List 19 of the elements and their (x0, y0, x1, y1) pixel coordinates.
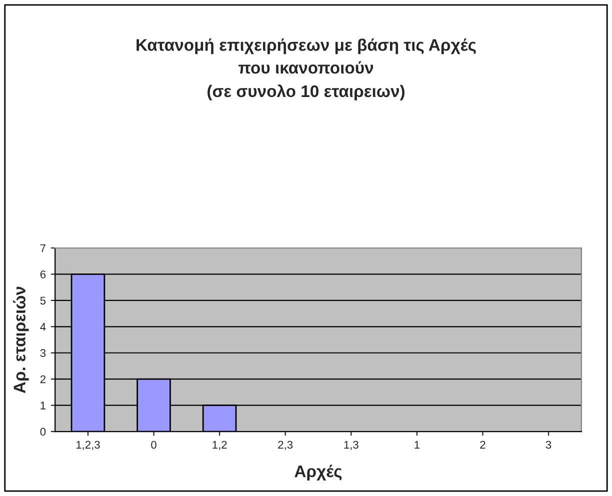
x-axis-title: Αρχές (294, 464, 342, 481)
y-tick-label: 5 (40, 296, 46, 305)
x-tick-label: 0 (151, 440, 156, 449)
x-tick-label: 1,2,3 (76, 440, 100, 450)
x-tick-label: 3 (546, 440, 552, 449)
y-tick-label: 0 (40, 428, 46, 436)
chart-title: Κατανομή επιχειρήσεων με βάση τις Αρχές που ικανοποιούν (σε συνολο 10 εταιρειων) (136, 38, 476, 100)
x-tick-label: 1,2 (212, 440, 227, 450)
x-tick-label: 1 (414, 440, 420, 449)
y-tick-label: 4 (40, 323, 46, 331)
x-tick-label: 1,3 (344, 440, 358, 450)
y-tick-label: 1 (40, 402, 46, 410)
y-tick-label: 7 (40, 244, 46, 252)
x-tick-label: 2,3 (278, 440, 293, 450)
y-tick-label: 3 (40, 349, 46, 358)
y-axis-title: Αρ. εταιρειών (13, 286, 29, 394)
y-tick-label: 6 (40, 270, 46, 278)
x-tick-label: 2 (480, 440, 486, 449)
y-tick-label: 2 (40, 375, 46, 384)
